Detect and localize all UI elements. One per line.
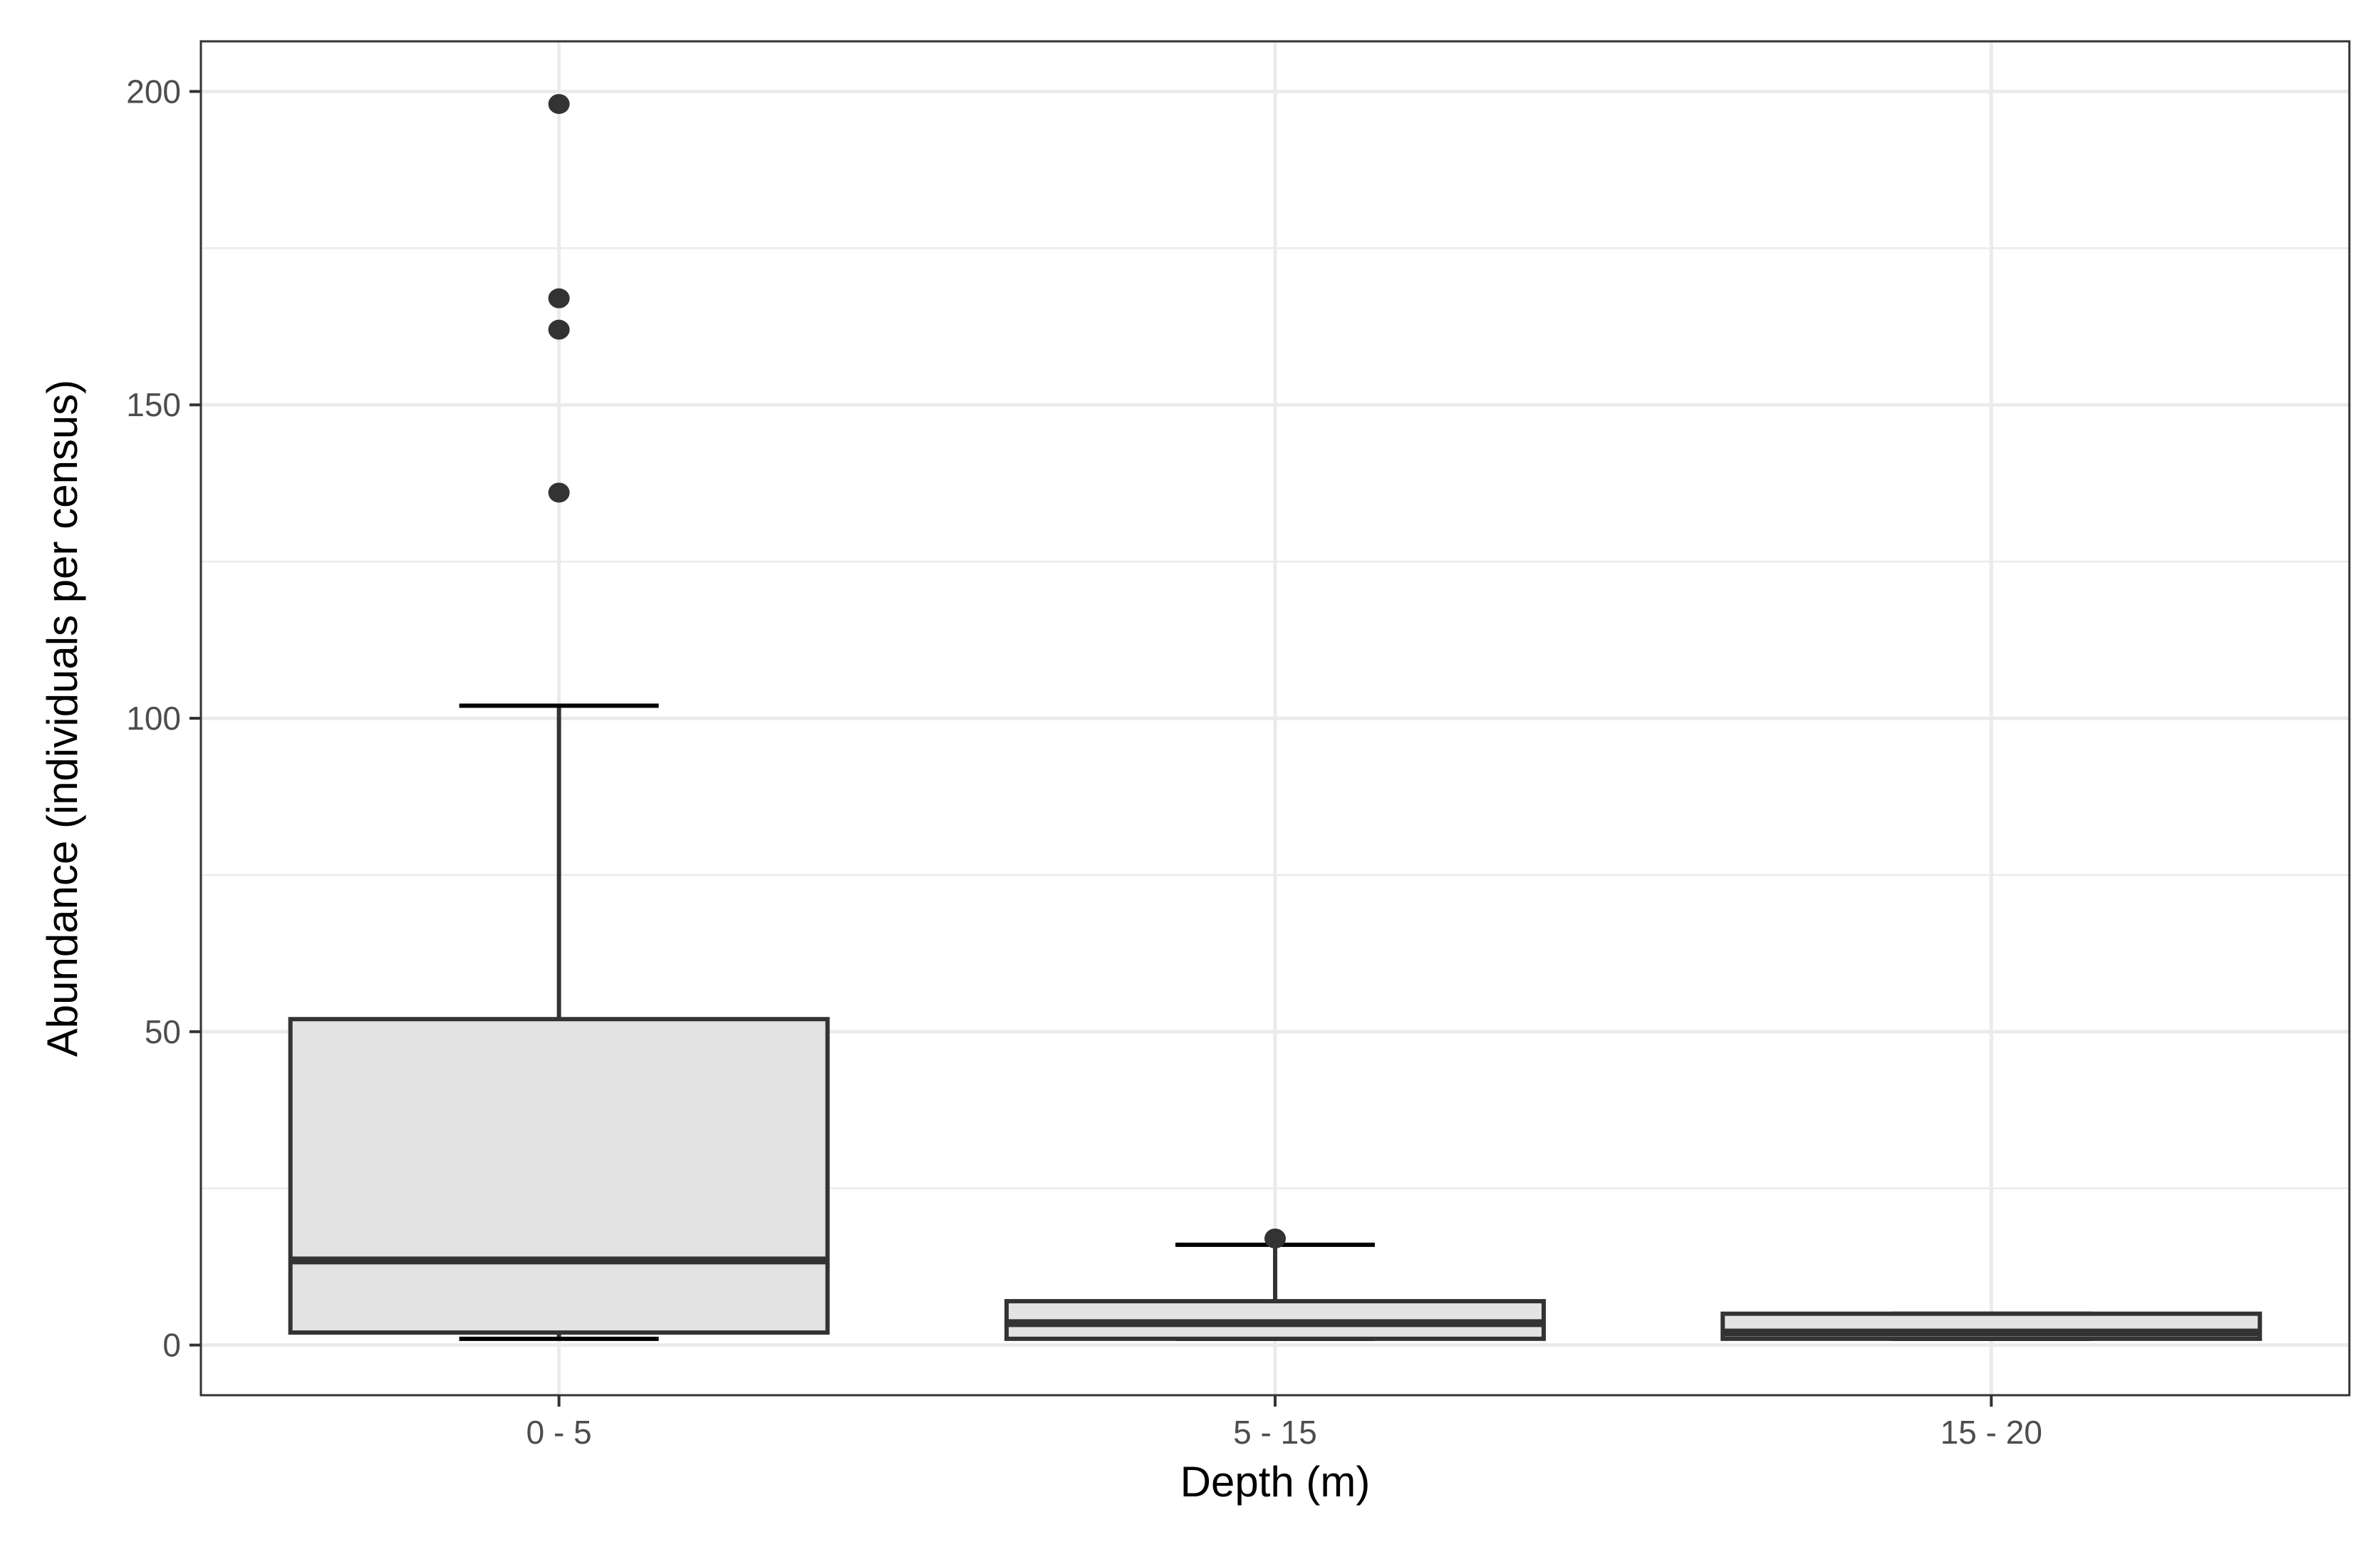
y-tick-label: 200 <box>126 73 181 110</box>
axis-ticks: 0 50 100 150 200 0 - 5 5 - 15 15 - 20 <box>126 73 2042 1451</box>
box-body <box>288 1017 830 1335</box>
box-1 <box>1004 1228 1546 1341</box>
outlier-point <box>548 288 570 309</box>
x-axis-title: Depth (m) <box>1180 1458 1371 1506</box>
box-0 <box>288 93 830 1341</box>
y-tick-label: 150 <box>126 386 181 423</box>
y-tick-label: 0 <box>162 1327 181 1364</box>
y-tick-label: 100 <box>126 700 181 737</box>
x-tick-label: 5 - 15 <box>1233 1414 1317 1451</box>
x-tick-label: 0 - 5 <box>526 1414 592 1451</box>
y-axis-title: Abundance (individuals per census) <box>38 380 86 1057</box>
outlier-point <box>548 93 570 114</box>
x-tick-label: 15 - 20 <box>1940 1414 2042 1451</box>
boxes <box>288 93 2262 1341</box>
outlier-point <box>548 319 570 340</box>
box-2 <box>1720 1311 2262 1341</box>
y-tick-label: 50 <box>145 1013 181 1050</box>
outlier-point <box>1264 1228 1286 1249</box>
outlier-point <box>548 482 570 503</box>
